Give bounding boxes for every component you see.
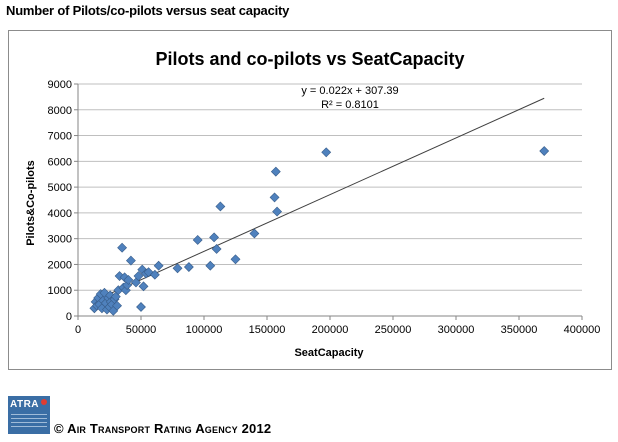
trendline-equation: y = 0.022x + 307.39: [301, 85, 398, 97]
x-tick-label: 100000: [186, 324, 223, 336]
logo-lines-icon: [11, 414, 47, 428]
data-point: [205, 260, 216, 271]
logo-text: ATRA: [10, 399, 40, 410]
y-tick-label: 2000: [48, 259, 72, 271]
x-tick-label: 300000: [438, 324, 475, 336]
y-tick-label: 1000: [48, 285, 72, 297]
data-point: [209, 232, 220, 243]
data-points: [89, 146, 550, 316]
y-tick-label: 9000: [48, 79, 72, 91]
data-point: [123, 274, 134, 285]
data-point: [215, 201, 226, 212]
data-point: [249, 228, 260, 239]
data-point: [133, 271, 144, 281]
x-tick-label: 0: [75, 324, 81, 336]
chart-title: Pilots and co-pilots vs SeatCapacity: [155, 49, 464, 69]
y-axis-label: Pilots&Co-pilots: [25, 160, 37, 246]
y-tick-label: 7000: [48, 131, 72, 143]
copyright-notice: © Air Transport Rating Agency 2012: [54, 421, 272, 436]
chart-frame: Pilots and co-pilots vs SeatCapacity 0 10…: [8, 30, 612, 370]
axes: [74, 83, 583, 320]
data-point: [270, 166, 281, 177]
y-tick-label: 4000: [48, 208, 72, 220]
x-tick-label: 250000: [375, 324, 412, 336]
data-point: [125, 255, 136, 266]
page-title: Number of Pilots/co-pilots versus seat c…: [6, 3, 290, 18]
tick-labels: 0 1000 2000 3000 4000 5000 6000 7000 8000 9000 0 50…: [48, 79, 601, 336]
data-point: [131, 277, 141, 288]
data-point: [183, 262, 194, 272]
y-tick-label: 6000: [48, 156, 72, 168]
data-point: [117, 242, 128, 253]
atra-logo: ATRA: [8, 396, 50, 434]
data-point: [230, 254, 241, 265]
logo-mark-icon: [41, 399, 47, 405]
data-point: [272, 206, 283, 217]
x-tick-label: 150000: [249, 324, 286, 336]
trendline-r2: R² = 0.8101: [321, 99, 379, 111]
x-tick-label: 350000: [501, 324, 538, 336]
x-axis-label: SeatCapacity: [294, 347, 364, 359]
data-point: [149, 269, 160, 280]
data-point: [211, 244, 222, 254]
y-tick-label: 5000: [48, 182, 72, 194]
data-point: [136, 302, 146, 312]
data-point: [321, 147, 332, 158]
data-point: [192, 235, 203, 245]
scatter-chart: Pilots and co-pilots vs SeatCapacity 0 10…: [25, 49, 601, 359]
x-tick-label: 50000: [126, 324, 157, 336]
trendline: [95, 97, 545, 301]
data-point: [112, 300, 122, 311]
data-point: [269, 192, 280, 203]
data-point: [138, 281, 149, 292]
y-tick-label: 0: [66, 311, 72, 323]
y-tick-label: 8000: [48, 105, 72, 117]
x-tick-label: 400000: [564, 324, 601, 336]
trendline-line: [95, 97, 545, 301]
data-point: [172, 263, 183, 274]
x-tick-label: 200000: [312, 324, 349, 336]
y-tick-label: 3000: [48, 234, 72, 246]
data-point: [539, 146, 550, 156]
data-point: [153, 260, 164, 271]
